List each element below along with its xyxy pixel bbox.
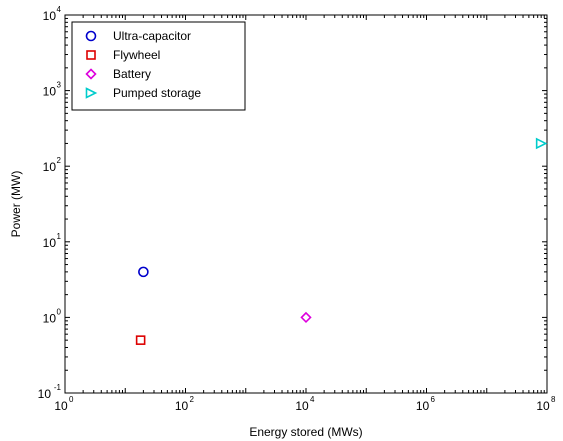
y-tick-exponent: 2 [57, 156, 62, 165]
x-tick-exponent: 2 [190, 395, 195, 404]
y-tick-label: 10 [43, 236, 57, 250]
x-tick-label: 10 [536, 399, 550, 413]
legend: Ultra-capacitor Flywheel Battery Pumped sto… [71, 21, 246, 111]
x-tick-exponent: 4 [310, 395, 315, 404]
data-points [135, 137, 548, 345]
tick-marks [64, 14, 548, 394]
legend-label: Battery [113, 67, 151, 81]
x-tick-exponent: 8 [551, 395, 556, 404]
legend-marker-triangle-right [85, 87, 98, 99]
legend-marker-diamond [85, 68, 97, 80]
x-tick-label: 10 [54, 399, 68, 413]
y-tick-exponent: 0 [57, 307, 62, 316]
y-tick-label: 10 [43, 9, 57, 23]
x-tick-label: 10 [175, 399, 189, 413]
legend-label: Ultra-capacitor [113, 29, 191, 43]
y-tick-exponent: 3 [57, 81, 62, 90]
y-tick-exponent: 1 [57, 232, 62, 241]
data-point-circle [138, 266, 149, 278]
data-point-square [135, 335, 146, 345]
y-tick-label: 10 [43, 85, 57, 99]
y-tick-label: 10 [38, 387, 52, 401]
y-tick-exponent: -1 [54, 383, 62, 392]
y-tick-label: 10 [43, 160, 57, 174]
data-point-diamond [300, 311, 312, 324]
x-tick-exponent: 0 [69, 395, 74, 404]
x-axis-label: Energy stored (MWs) [249, 425, 362, 439]
x-tick-label: 10 [295, 399, 309, 413]
legend-label: Flywheel [113, 48, 160, 62]
legend-marker-square [86, 50, 96, 60]
data-point-triangle-right [535, 137, 548, 150]
x-tick-exponent: 6 [431, 395, 436, 404]
legend-label: Pumped storage [113, 86, 201, 100]
legend-box [71, 21, 246, 111]
y-axis-label: Power (MW) [9, 171, 23, 238]
y-tick-label: 10 [43, 311, 57, 325]
legend-marker-circle [85, 30, 97, 42]
x-tick-label: 10 [416, 399, 430, 413]
y-tick-exponent: 4 [57, 5, 62, 14]
